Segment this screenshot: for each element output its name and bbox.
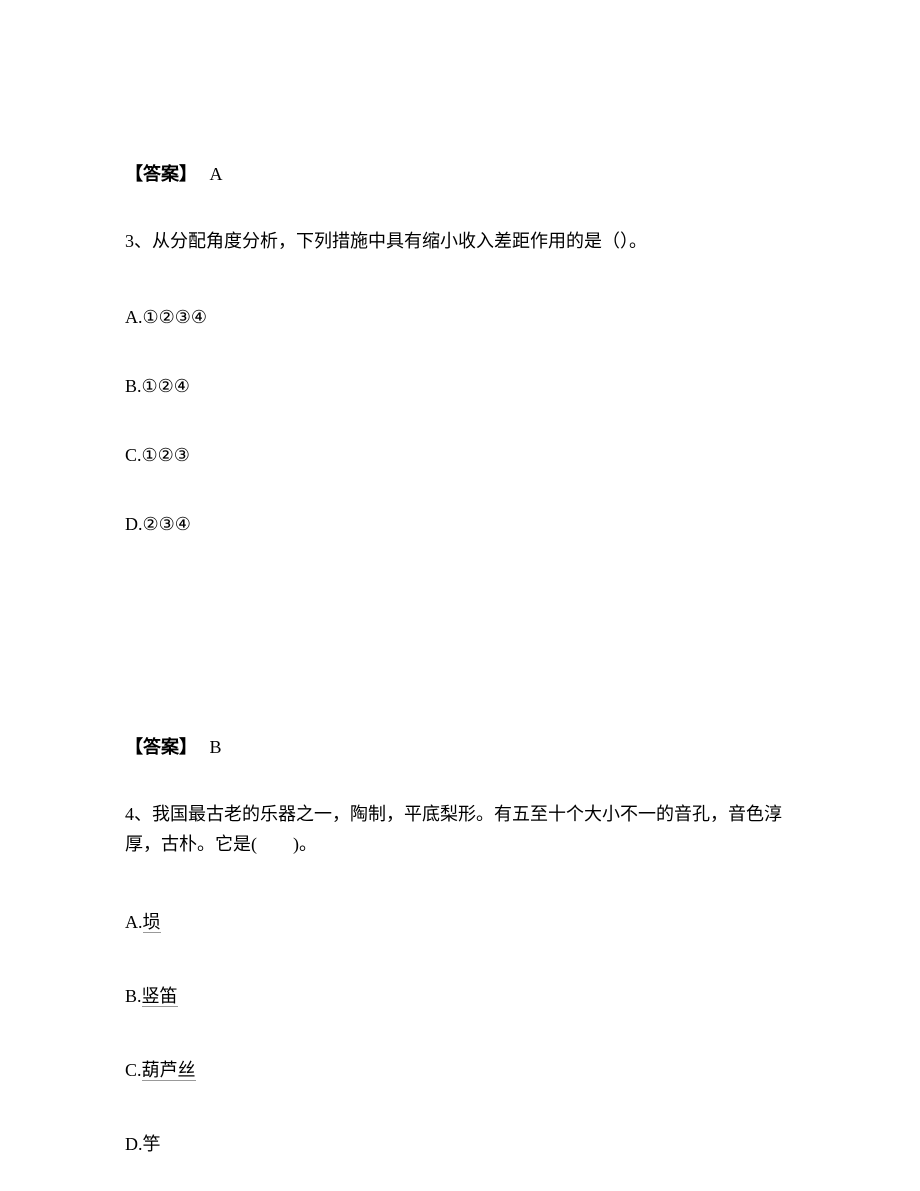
answer-block-1: 【答案】 A <box>125 160 795 186</box>
answer-value: A <box>210 164 223 184</box>
question-number: 4、 <box>125 804 152 824</box>
option-prefix: A. <box>125 912 143 932</box>
q3-option-b: B.①②④ <box>125 376 795 397</box>
q3-option-a: A.①②③④ <box>125 307 795 328</box>
option-text: 葫芦丝 <box>142 1060 196 1081</box>
document-page: 【答案】 A 3、从分配角度分析，下列措施中具有缩小收入差距作用的是（）。 A.… <box>0 0 920 1156</box>
option-text: 竽 <box>143 1134 161 1154</box>
question-text: 我国最古老的乐器之一，陶制，平底梨形。有五至十个大小不一的音孔，音色淳厚，古朴。… <box>125 804 782 855</box>
spacing <box>125 583 795 733</box>
option-prefix: B. <box>125 986 142 1006</box>
option-text: 竖笛 <box>142 986 178 1007</box>
question-text: 从分配角度分析，下列措施中具有缩小收入差距作用的是（）。 <box>152 231 647 251</box>
option-prefix: D. <box>125 1134 143 1154</box>
q4-option-a: A.埙 <box>125 908 795 934</box>
question-number: 3、 <box>125 231 152 251</box>
option-text: 埙 <box>143 912 161 933</box>
q4-option-c: C.葫芦丝 <box>125 1056 795 1082</box>
q4-option-d: D.竽 <box>125 1130 795 1156</box>
q3-option-c: C.①②③ <box>125 445 795 466</box>
question-4: 4、我国最古老的乐器之一，陶制，平底梨形。有五至十个大小不一的音孔，音色淳厚，古… <box>125 799 795 860</box>
answer-label: 【答案】 <box>125 164 197 184</box>
answer-value: B <box>210 737 222 757</box>
answer-label: 【答案】 <box>125 737 197 757</box>
question-3: 3、从分配角度分析，下列措施中具有缩小收入差距作用的是（）。 <box>125 226 795 257</box>
option-prefix: C. <box>125 1060 142 1080</box>
q4-option-b: B.竖笛 <box>125 982 795 1008</box>
q3-option-d: D.②③④ <box>125 514 795 535</box>
answer-block-2: 【答案】 B <box>125 733 795 759</box>
